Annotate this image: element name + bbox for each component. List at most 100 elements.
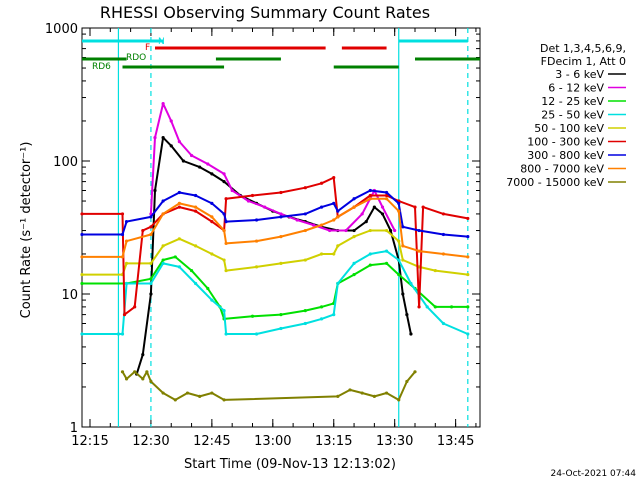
flag-label-rdo: RDO (126, 53, 146, 63)
series-point (397, 201, 401, 205)
series-point (230, 188, 234, 193)
x-tick-label: 12:45 (193, 434, 230, 449)
series-point (254, 218, 259, 222)
series-point (352, 272, 356, 277)
series-point (149, 215, 153, 219)
series-point (372, 205, 376, 209)
series-point (169, 119, 173, 123)
series-point (303, 309, 307, 313)
series-point (177, 190, 181, 195)
series-point (210, 172, 214, 176)
series-point (384, 193, 389, 198)
series-point (319, 317, 324, 321)
series-point (303, 186, 307, 190)
series-point (224, 268, 228, 273)
series-point (141, 353, 145, 357)
series-point (194, 193, 198, 198)
series-point (254, 332, 259, 336)
series-point (210, 298, 214, 302)
y-tick-label: 1000 (45, 22, 78, 37)
series-point (210, 252, 214, 256)
series-point (177, 265, 181, 269)
series-point (279, 261, 283, 265)
series-point (279, 212, 283, 216)
legend-label: 800 - 7000 keV (520, 163, 604, 176)
y-tick-label: 100 (53, 155, 78, 170)
series-point (352, 261, 356, 265)
series-point (222, 258, 226, 262)
series-point (397, 398, 401, 402)
legend-label: 100 - 300 keV (527, 136, 604, 149)
series-point (380, 205, 385, 209)
series-point (319, 305, 324, 309)
series-point (332, 201, 336, 205)
series-point (161, 261, 165, 265)
series-point (466, 216, 470, 221)
series-point (397, 239, 401, 243)
legend-label: 50 - 100 keV (534, 122, 604, 135)
series-point (401, 225, 405, 229)
series-point (303, 212, 307, 216)
series-point (368, 193, 372, 198)
series-point (319, 205, 324, 209)
series-point (413, 370, 417, 374)
series-point (401, 244, 405, 248)
series-point (368, 188, 372, 193)
series-point (149, 292, 153, 296)
series-point (466, 255, 470, 259)
series-point (210, 201, 214, 205)
series-point (120, 212, 125, 216)
series-point (222, 398, 226, 402)
series-point (80, 272, 84, 277)
series-point (254, 239, 259, 243)
series-point (389, 228, 393, 233)
series-point (368, 197, 372, 201)
series-point (352, 235, 356, 239)
series-point (246, 199, 251, 203)
series-line (82, 229, 468, 276)
flag-label-n: N (158, 37, 165, 47)
series-point (380, 212, 385, 216)
series-point (425, 305, 429, 309)
series-point (224, 197, 228, 201)
legend-label: 3 - 6 keV (555, 68, 604, 81)
series-point (250, 193, 255, 198)
series-point (360, 391, 364, 395)
x-tick-label: 13:45 (437, 434, 474, 449)
series-point (405, 379, 409, 384)
series-point (177, 201, 181, 205)
series-point (279, 190, 283, 195)
series-point (441, 232, 446, 237)
series-point (145, 370, 149, 374)
series-point (397, 272, 401, 277)
series-point (206, 162, 210, 166)
y-axis-label: Count Rate (s⁻¹ detector⁻¹) (19, 142, 34, 319)
series-point (384, 197, 389, 201)
series-point (141, 228, 145, 233)
series-point (80, 212, 84, 216)
series-point (393, 228, 397, 233)
series-point (133, 305, 137, 309)
series-point (372, 394, 376, 398)
series-point (210, 220, 214, 224)
series-point (153, 135, 157, 140)
series-point (80, 281, 84, 286)
series-point (384, 261, 389, 265)
series-point (328, 228, 332, 233)
series-point (194, 281, 198, 286)
series-line (121, 370, 416, 401)
series-point (120, 255, 125, 259)
series-point (161, 391, 165, 395)
series-point (122, 313, 127, 317)
series-point (401, 292, 405, 296)
series-point (250, 314, 255, 318)
series-point (449, 305, 454, 309)
series-point (279, 215, 283, 219)
series-point (303, 321, 307, 326)
series-point (222, 172, 226, 176)
series-point (161, 135, 165, 140)
series-point (433, 305, 437, 309)
series-point (360, 212, 364, 216)
series-point (194, 205, 198, 209)
